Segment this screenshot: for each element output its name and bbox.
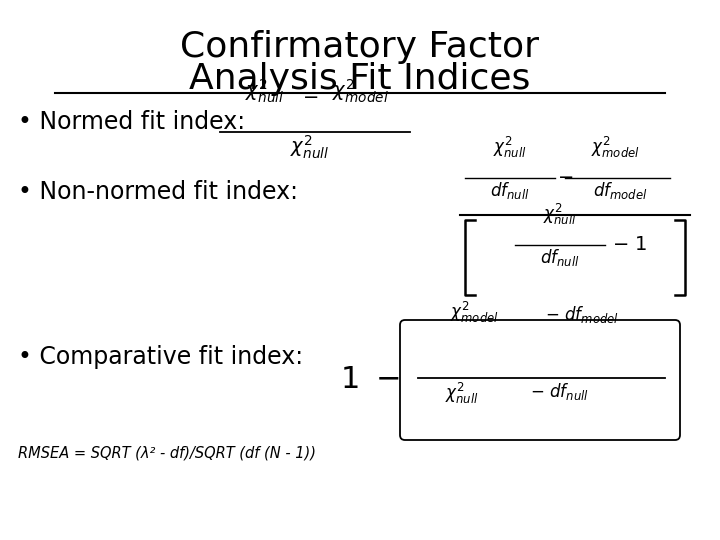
Text: $\chi^2_{null}$: $\chi^2_{null}$ [246, 78, 284, 105]
Text: $df_{null}$: $df_{null}$ [540, 247, 580, 268]
Text: Analysis Fit Indices: Analysis Fit Indices [189, 62, 531, 96]
Text: $-\ 1$: $-\ 1$ [612, 235, 648, 254]
Text: $\chi^2_{model}$: $\chi^2_{model}$ [590, 135, 639, 160]
Text: RMSEA = SQRT (λ² - df)/SQRT (df (N - 1)): RMSEA = SQRT (λ² - df)/SQRT (df (N - 1)) [18, 445, 316, 460]
Text: $\chi^2_{model}$: $\chi^2_{model}$ [332, 78, 388, 105]
Text: $\chi^2_{model}$: $\chi^2_{model}$ [450, 300, 499, 325]
Text: • Comparative fit index:: • Comparative fit index: [18, 345, 303, 369]
Text: $\chi^2_{null}$: $\chi^2_{null}$ [290, 134, 330, 161]
Text: $-\ df_{model}$: $-\ df_{model}$ [545, 304, 619, 325]
Text: $\chi^2_{null}$: $\chi^2_{null}$ [543, 202, 577, 227]
Text: $df_{null}$: $df_{null}$ [490, 180, 530, 201]
FancyBboxPatch shape [400, 320, 680, 440]
Text: • Non-normed fit index:: • Non-normed fit index: [18, 180, 298, 204]
Text: $-\ df_{null}$: $-\ df_{null}$ [530, 381, 589, 402]
Text: • Normed fit index:: • Normed fit index: [18, 110, 245, 134]
Text: $\chi^2_{null}$: $\chi^2_{null}$ [493, 135, 527, 160]
Text: $1\ -$: $1\ -$ [341, 366, 400, 395]
Text: $\chi^2_{null}$: $\chi^2_{null}$ [445, 381, 479, 406]
Text: $-$: $-$ [557, 165, 573, 185]
Text: $-$: $-$ [302, 86, 318, 105]
Text: Confirmatory Factor: Confirmatory Factor [181, 30, 539, 64]
Text: $df_{model}$: $df_{model}$ [593, 180, 647, 201]
